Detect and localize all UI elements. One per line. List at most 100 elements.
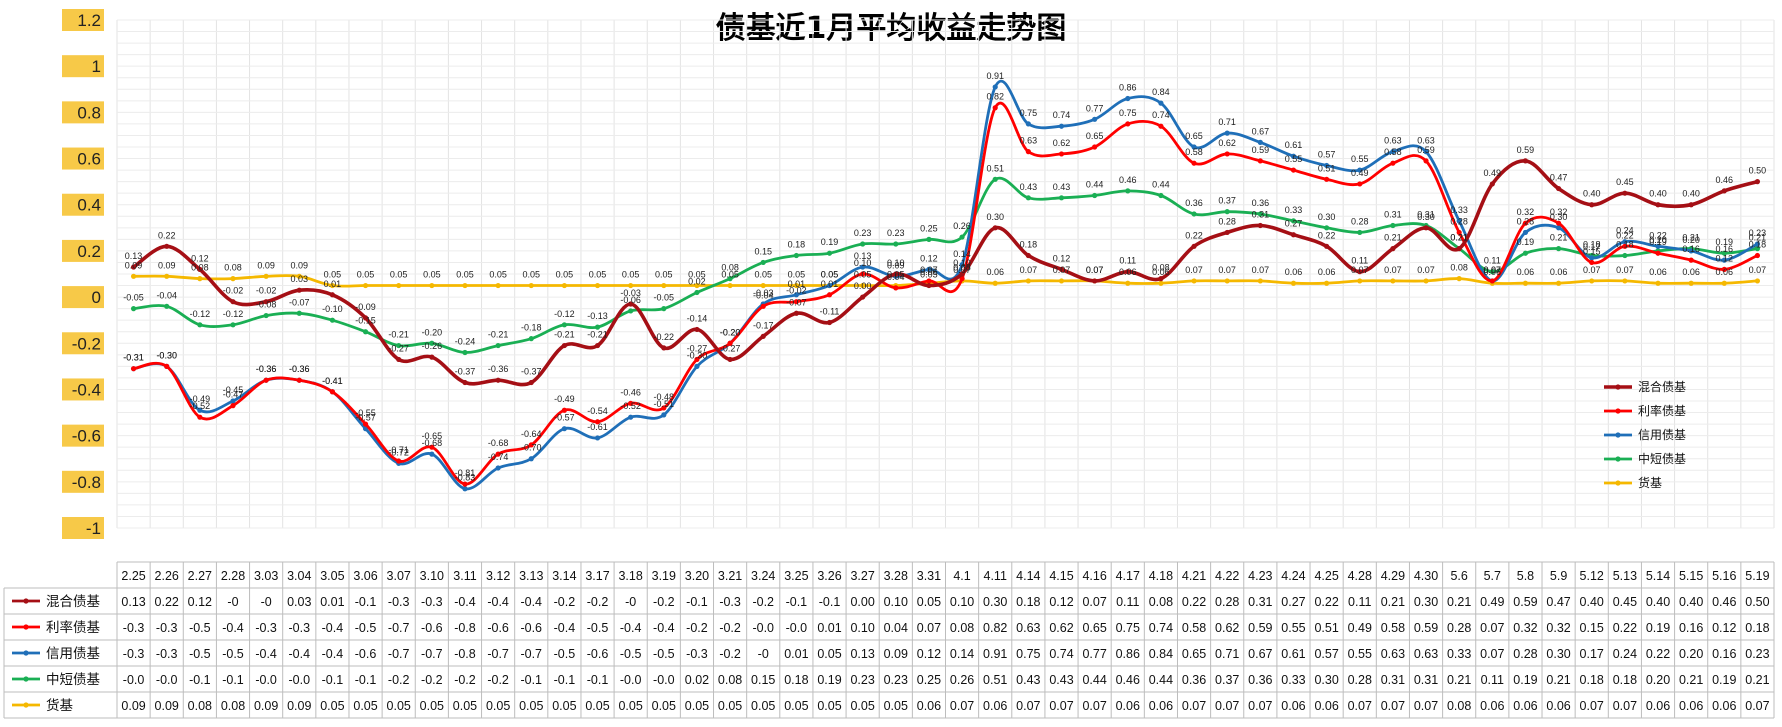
series-point <box>1589 278 1595 284</box>
data-label: -0.31 <box>123 353 144 363</box>
series-point <box>1721 257 1727 263</box>
table-cell: -0.3 <box>686 647 708 661</box>
series-point <box>1191 144 1197 150</box>
series-point <box>329 282 336 289</box>
table-cell: 0.13 <box>850 647 874 661</box>
table-cell: 0.67 <box>1248 647 1272 661</box>
series-point <box>1191 243 1197 249</box>
table-cell: -0.4 <box>554 621 576 635</box>
table-cell: 0.09 <box>254 699 278 713</box>
table-cell: -0.1 <box>322 673 344 687</box>
table-cell: -0.0 <box>255 673 277 687</box>
series-point <box>164 243 170 249</box>
data-label: 0.59 <box>1252 145 1270 155</box>
table-cell: 0.07 <box>1016 699 1040 713</box>
series-point <box>1257 139 1263 145</box>
table-cell: 0.62 <box>1049 621 1073 635</box>
table-cell: 0.03 <box>287 595 311 609</box>
table-cell: 0.58 <box>1182 621 1206 635</box>
data-label: 0.74 <box>1152 110 1170 120</box>
data-label: 0.63 <box>1417 136 1435 146</box>
data-label: 0.05 <box>688 270 706 280</box>
table-cell: 0.16 <box>1679 621 1703 635</box>
table-cell: 0.07 <box>1381 699 1405 713</box>
x-tick-label: 2.28 <box>221 569 245 583</box>
table-cell: 0.91 <box>983 647 1007 661</box>
series-point <box>1191 211 1197 217</box>
series-point <box>462 349 468 356</box>
data-label: 0.07 <box>1484 265 1502 275</box>
series-point <box>1125 269 1131 275</box>
series-point <box>1522 158 1529 164</box>
series-point <box>1489 181 1495 187</box>
series-point <box>263 312 269 319</box>
table-cell: 0.06 <box>983 699 1007 713</box>
series-point <box>528 282 534 289</box>
table-cell: 0.20 <box>1646 673 1670 687</box>
table-cell: 0.28 <box>1513 647 1537 661</box>
table-cell: 0.11 <box>1481 673 1504 687</box>
data-label: 0.28 <box>1450 216 1468 226</box>
table-cell: 0.58 <box>1381 621 1405 635</box>
data-label: 0.06 <box>1318 267 1336 277</box>
table-cell: 0.06 <box>1712 699 1736 713</box>
data-label: 0.37 <box>1218 196 1236 206</box>
series-point <box>495 465 501 471</box>
table-cell: 0.57 <box>1314 647 1338 661</box>
x-tick-label: 4.1 <box>953 569 970 583</box>
table-cell: -0.5 <box>587 621 609 635</box>
data-label: -0.21 <box>587 330 608 340</box>
table-cell: 0.43 <box>1016 673 1040 687</box>
data-label: -0.08 <box>256 300 277 310</box>
series-point <box>1456 229 1462 236</box>
data-label: 0.06 <box>1152 267 1170 277</box>
data-label: 0.20 <box>1649 235 1667 245</box>
data-label: 0.26 <box>953 221 971 231</box>
y-tick-label: 0.4 <box>77 196 101 215</box>
data-label: 0.08 <box>953 263 971 273</box>
x-tick-label: 5.8 <box>1517 569 1534 583</box>
table-cell: 0.05 <box>884 699 908 713</box>
y-tick-label: 0.8 <box>77 103 101 122</box>
data-label: -0.36 <box>256 364 277 374</box>
data-label: -0.36 <box>488 364 509 374</box>
series-point <box>694 363 700 369</box>
table-cell: 0.18 <box>1580 673 1604 687</box>
y-tick-label: 1.2 <box>77 11 101 30</box>
table-cell: 0.09 <box>884 647 908 661</box>
table-cell: 0.28 <box>1447 621 1471 635</box>
table-cell: -0 <box>261 595 272 609</box>
x-tick-label: 4.11 <box>984 569 1007 583</box>
x-tick-label: 3.24 <box>751 569 775 583</box>
data-label: -0.68 <box>422 438 443 448</box>
series-point <box>296 310 302 316</box>
table-cell: 0.84 <box>1149 647 1173 661</box>
table-cell: -0.3 <box>288 621 310 635</box>
y-tick-bg <box>62 332 104 355</box>
table-cell: 0.06 <box>1480 699 1504 713</box>
series-point <box>197 407 203 413</box>
data-label: 0.06 <box>1484 267 1502 277</box>
y-tick-label: -0.2 <box>72 334 101 353</box>
table-cell: 0.06 <box>1679 699 1703 713</box>
series-point <box>1324 162 1330 169</box>
series-point <box>661 345 667 351</box>
series-point <box>230 398 236 404</box>
data-label: -0.45 <box>223 385 244 395</box>
series-point <box>694 289 700 296</box>
x-tick-label: 4.14 <box>1016 569 1040 583</box>
y-tick-label: 0.2 <box>77 242 101 261</box>
table-cell: 0.12 <box>188 595 212 609</box>
series-point <box>1655 202 1661 208</box>
data-label: 0.01 <box>821 279 839 289</box>
x-tick-label: 3.20 <box>685 569 709 583</box>
series-point <box>1688 202 1694 208</box>
data-label: -0.27 <box>687 343 708 353</box>
series-point <box>1522 220 1529 226</box>
series-point <box>1655 250 1661 256</box>
series-point <box>1390 278 1396 284</box>
data-label: 0.63 <box>1020 136 1038 146</box>
y-tick-label: -0.8 <box>72 473 101 492</box>
series-point <box>197 266 203 272</box>
